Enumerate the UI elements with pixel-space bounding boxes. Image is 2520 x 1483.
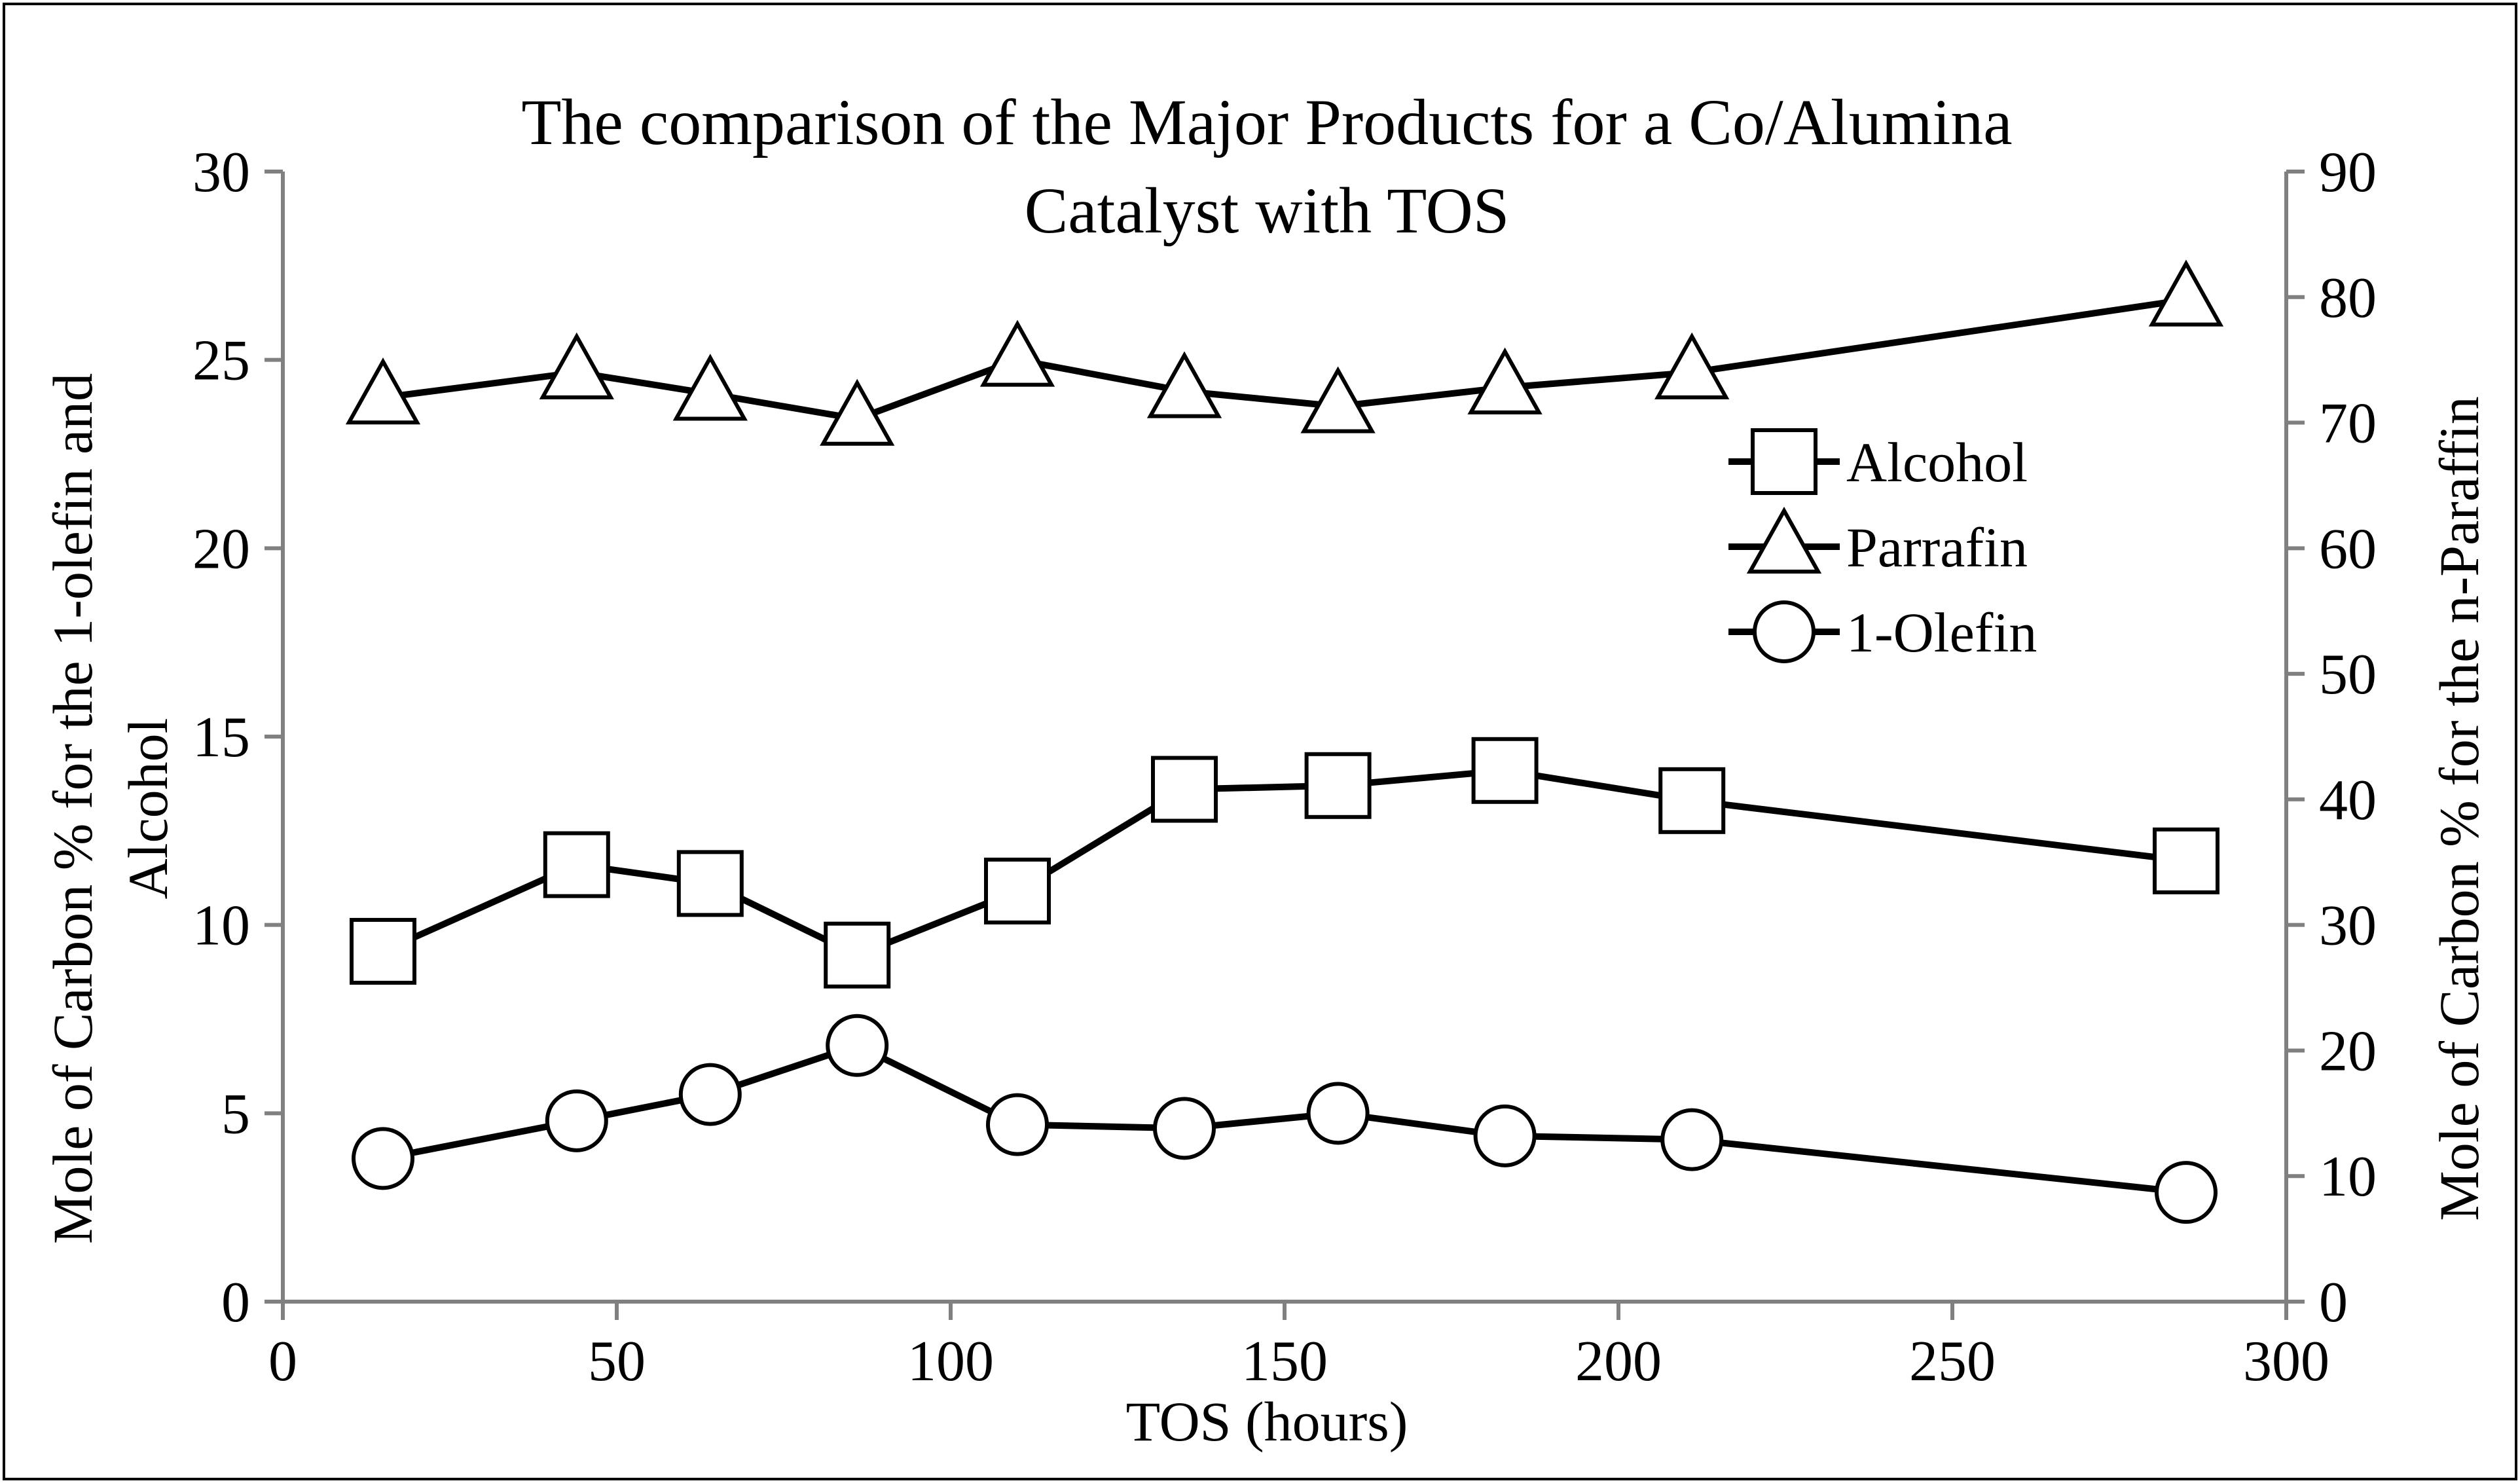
y-right-tick-label: 0 [2319,1271,2348,1334]
series-line-parrafin [382,296,2187,422]
y-left-tick-label: 25 [192,329,250,393]
data-point-1-olefin [826,1014,889,1077]
series-1-olefin [352,1014,2218,1224]
axes [265,170,2305,1320]
series-line-alcohol [381,767,2187,959]
data-point-parrafin [345,357,421,425]
y-left-tick-label: 5 [221,1082,250,1146]
data-point-1-olefin [545,1089,608,1152]
data-point-1-olefin [986,1093,1049,1156]
y-left-tick-label: 30 [192,141,250,204]
data-point-parrafin [1467,347,1543,414]
chart-title-line-2: Catalyst with TOS [1025,174,1510,247]
data-point-alcohol [543,831,610,898]
y-right-tick-label: 40 [2319,769,2377,832]
data-point-parrafin [539,332,614,399]
x-tick-label: 0 [268,1330,297,1393]
y-left-tick-label: 0 [221,1271,250,1334]
y-right-tick-label: 70 [2319,392,2377,456]
y-right-tick-label: 90 [2319,141,2377,204]
data-point-parrafin [1300,366,1376,433]
data-point-1-olefin [2155,1161,2218,1224]
data-point-1-olefin [352,1127,414,1190]
y-right-tick-label: 50 [2319,643,2377,706]
data-point-alcohol [824,921,891,989]
x-tick-label: 200 [1575,1330,1662,1393]
legend-item-parrafin: Parrafin [1728,506,2028,579]
data-point-alcohol [1151,756,1218,823]
x-tick-label: 100 [907,1330,994,1393]
y-left-tick-label: 20 [192,517,250,581]
legend-marker-1-olefin [1753,600,1816,663]
data-point-parrafin [820,378,895,446]
y-left-tick-label: 15 [192,706,250,769]
x-tick-label: 300 [2243,1330,2329,1393]
data-point-1-olefin [1306,1082,1370,1145]
chart-frame [3,3,2517,1480]
legend-item-alcohol: Alcohol [1728,428,2028,495]
y-left-label-line-1: Mole of Carbon % for the 1-olefin and [41,373,104,1244]
data-point-1-olefin [1473,1104,1537,1167]
data-point-alcohol [350,917,416,985]
x-tick-label: 150 [1241,1330,1328,1393]
data-point-alcohol [1471,737,1539,804]
legend-label-parrafin: Parrafin [1846,516,2028,579]
x-axis-label: TOS (hours) [1126,1390,1408,1453]
data-point-1-olefin [678,1063,742,1126]
y-right-tick-label: 10 [2319,1145,2377,1209]
data-point-parrafin [1146,351,1222,418]
x-tick-label: 50 [588,1330,646,1393]
series-line-1-olefin [382,1042,2187,1196]
data-point-1-olefin [1153,1097,1216,1160]
x-tick-label: 250 [1909,1330,1996,1393]
y-right-tick-label: 60 [2319,517,2377,581]
legend-label-alcohol: Alcohol [1846,431,2028,494]
data-point-alcohol [1304,752,1372,819]
legend-marker-parrafin [1746,506,1822,574]
y-right-tick-label: 20 [2319,1019,2377,1083]
data-point-parrafin [672,354,748,421]
chart-title-line-1: The comparison of the Major Products for… [521,86,2012,158]
legend-marker-alcohol [1751,428,1817,495]
legend-item-1-olefin: 1-Olefin [1728,600,2037,664]
legend-label-1-olefin: 1-Olefin [1846,601,2037,664]
data-point-1-olefin [1660,1108,1724,1171]
y-right-tick-label: 80 [2319,266,2377,330]
data-point-parrafin [1654,332,1730,399]
data-point-parrafin [979,320,1055,387]
data-point-parrafin [2148,259,2224,327]
y-left-label-line-2: Alcohol [117,718,179,899]
data-point-alcohol [2153,827,2219,894]
y-right-axis-label: Mole of Carbon % for the n-Paraffin [2428,396,2491,1220]
legend: Alcohol Parrafin 1-Olefin [1728,428,2037,664]
series-alcohol [350,737,2219,989]
y-left-tick-label: 10 [192,894,250,958]
y-left-axis-label: Mole of Carbon % for the 1-olefin and Al… [41,373,179,1244]
y-right-tick-label: 30 [2319,894,2377,958]
data-point-alcohol [1658,767,1726,834]
series-layer [345,259,2224,1224]
data-point-alcohol [984,857,1051,925]
series-parrafin [345,259,2224,446]
data-point-alcohol [676,850,744,917]
